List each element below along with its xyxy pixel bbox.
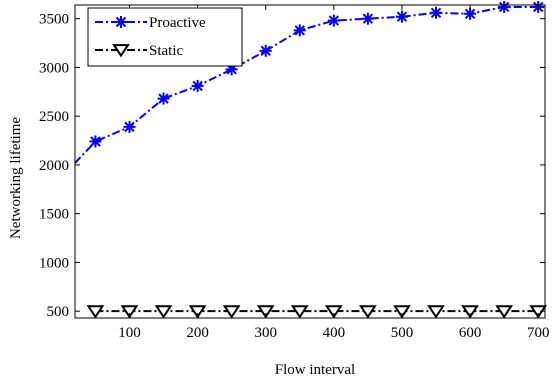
y-tick-label: 500 [47, 304, 70, 320]
y-tick-label: 1500 [39, 207, 69, 223]
data-point-proactive [395, 10, 408, 23]
data-point-static [359, 305, 377, 319]
data-point-static [324, 305, 343, 319]
y-tick-label: 1000 [39, 255, 69, 271]
data-point-proactive [430, 6, 443, 19]
axis-ticks: 100 200 300 400 500 600 700 500 1000 1500 2000 2500… [39, 5, 549, 341]
legend-marker-symbol [112, 44, 130, 58]
data-point-proactive [498, 0, 511, 13]
legend-marker-static [112, 44, 130, 58]
x-tick-label: 400 [323, 325, 346, 341]
legend-marker-proactive [115, 16, 127, 28]
x-axis-label: Flow interval [275, 362, 355, 378]
data-point-static [222, 305, 241, 319]
y-tick-label: 2000 [39, 158, 69, 174]
x-tick-label: 300 [254, 325, 277, 341]
y-tick-label: 3000 [39, 60, 69, 76]
data-point-static [290, 305, 309, 319]
plot-frame [74, 4, 546, 319]
data-point-proactive [157, 92, 170, 105]
data-point-static [495, 305, 513, 319]
data-point-proactive [327, 14, 340, 27]
data-point-static [256, 305, 275, 319]
data-point-proactive [293, 24, 306, 37]
y-tick-label: 2500 [39, 109, 69, 125]
data-point-proactive [259, 44, 272, 57]
data-point-static [120, 305, 139, 319]
data-point-static [86, 305, 105, 319]
series-layer [74, 0, 548, 319]
data-point-proactive [191, 79, 204, 92]
x-tick-label: 600 [459, 325, 482, 341]
legend-label-static: Static [149, 43, 184, 59]
legend-box [87, 7, 243, 67]
legend-label-proactive: Proactive [149, 15, 206, 31]
data-point-proactive [361, 12, 374, 25]
data-point-static [188, 305, 207, 319]
x-tick-label: 500 [391, 325, 414, 341]
x-tick-label: 200 [186, 325, 209, 341]
data-point-static [427, 305, 445, 319]
data-point-static [461, 305, 479, 319]
data-point-proactive [89, 135, 102, 148]
legend: Proactive Static [87, 7, 243, 67]
x-tick-label: 700 [527, 325, 550, 341]
data-point-static [393, 305, 411, 319]
data-point-proactive [123, 120, 136, 133]
legend-marker-symbol [115, 16, 127, 28]
x-tick-label: 100 [118, 325, 141, 341]
y-axis-label: Networking lifetime [8, 117, 24, 239]
y-tick-label: 3500 [39, 12, 69, 28]
data-point-static [154, 305, 173, 319]
